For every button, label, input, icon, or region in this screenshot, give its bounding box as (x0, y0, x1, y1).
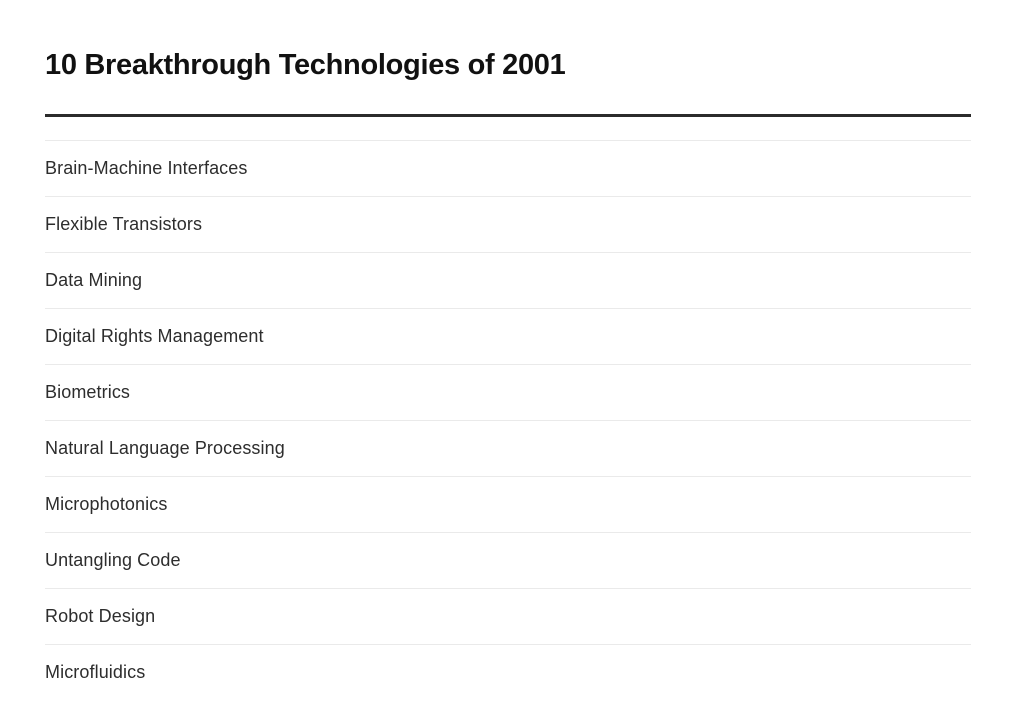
list-item-label: Data Mining (45, 270, 143, 290)
list-item-label: Biometrics (45, 382, 131, 402)
list-item-label: Digital Rights Management (45, 326, 264, 346)
list-item-label: Flexible Transistors (45, 214, 203, 234)
list-item[interactable]: Brain-Machine Interfaces (45, 141, 971, 197)
list-item-label: Microphotonics (45, 494, 168, 514)
list-item[interactable]: Data Mining (45, 253, 971, 309)
list-item[interactable]: Natural Language Processing (45, 421, 971, 477)
list-item-label: Microfluidics (45, 662, 146, 682)
list-item[interactable]: Untangling Code (45, 533, 971, 589)
list-item[interactable]: Biometrics (45, 365, 971, 421)
list-item-label: Brain-Machine Interfaces (45, 158, 248, 178)
list-item[interactable]: Flexible Transistors (45, 197, 971, 253)
title-divider-rule (45, 114, 971, 117)
technology-list: Brain-Machine Interfaces Flexible Transis… (45, 140, 971, 700)
list-item[interactable]: Microphotonics (45, 477, 971, 533)
page-title: 10 Breakthrough Technologies of 2001 (45, 49, 566, 81)
list-item[interactable]: Robot Design (45, 589, 971, 645)
list-item[interactable]: Microfluidics (45, 645, 971, 700)
list-item-label: Untangling Code (45, 550, 181, 570)
list-item-label: Natural Language Processing (45, 438, 285, 458)
content-column: 10 Breakthrough Technologies of 2001 Bra… (45, 0, 971, 700)
list-item[interactable]: Digital Rights Management (45, 309, 971, 365)
list-item-label: Robot Design (45, 606, 156, 626)
